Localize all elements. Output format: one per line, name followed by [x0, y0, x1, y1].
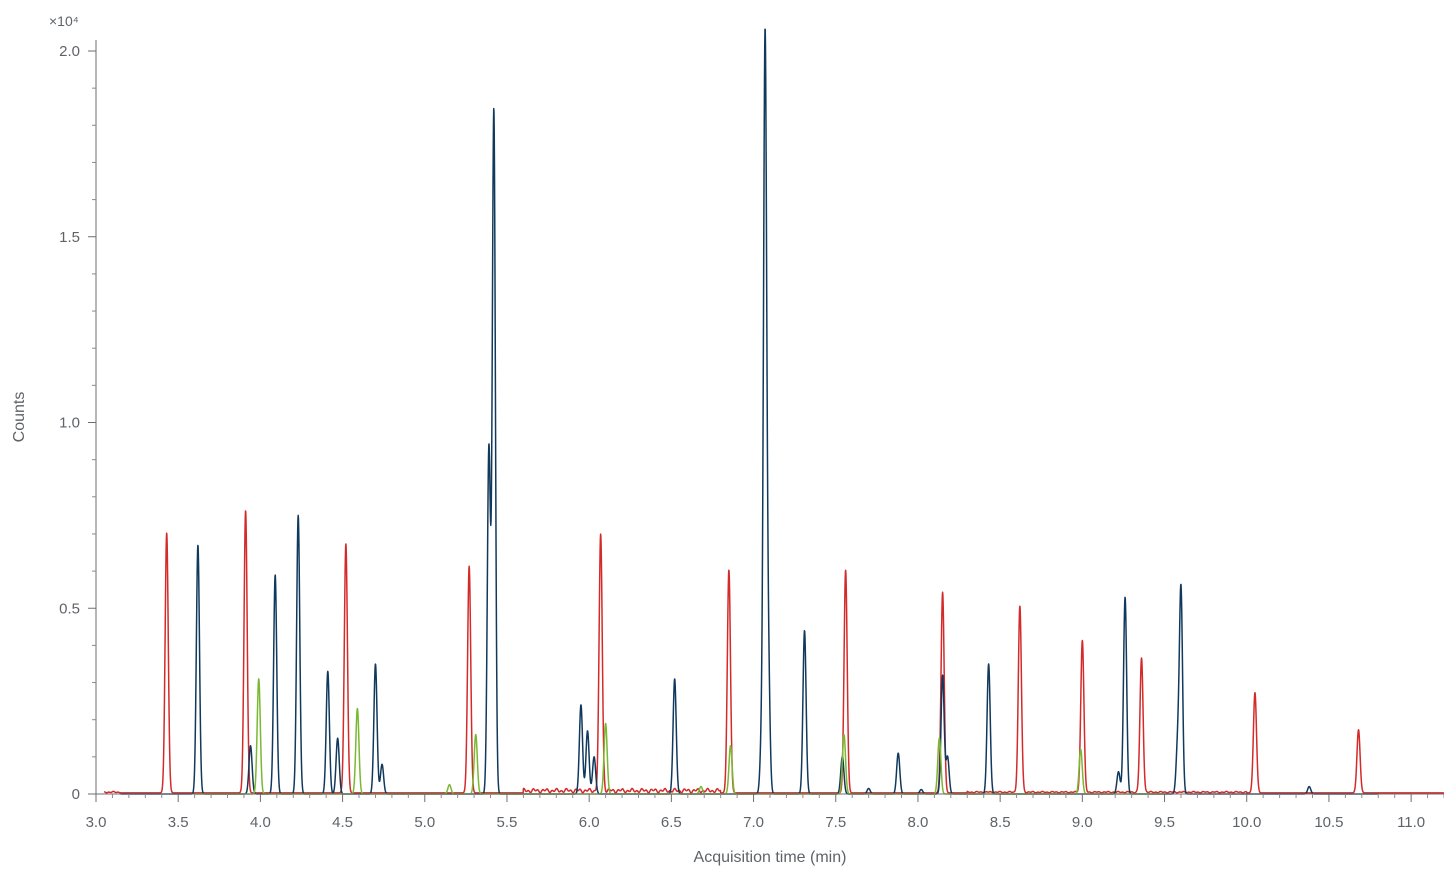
y-tick-label: 1.0 — [59, 415, 80, 432]
series-line-1 — [103, 510, 1444, 794]
x-tick-label: 5.0 — [414, 814, 435, 831]
series-traces — [103, 28, 1444, 795]
x-tick-label: 11.0 — [1397, 814, 1425, 831]
x-axis-ticks: 3.0 3.5 4.0 4.5 5.0 5.5 6.0 6.5 7.0 7.5 8.0 8.5 9.0 9… — [86, 794, 1444, 831]
y-tick-label: 1.5 — [59, 229, 80, 246]
x-tick-label: 8.0 — [908, 814, 929, 831]
x-tick-label: 4.0 — [250, 814, 271, 831]
x-tick-label: 6.0 — [579, 814, 600, 831]
y-tick-label: 0 — [72, 786, 80, 803]
x-tick-label: 3.0 — [86, 814, 107, 831]
y-axis-ticks: 0 0.5 1.0 1.5 2.0 — [59, 43, 96, 803]
x-tick-label: 9.5 — [1154, 814, 1175, 831]
x-tick-label: 6.5 — [661, 814, 682, 831]
x-tick-label: 5.5 — [497, 814, 518, 831]
x-tick-label: 9.0 — [1072, 814, 1093, 831]
y-tick-label: 0.5 — [59, 600, 80, 617]
x-tick-label: 10.0 — [1232, 814, 1261, 831]
x-tick-label: 7.0 — [743, 814, 764, 831]
x-tick-label: 4.5 — [332, 814, 353, 831]
x-axis-title: Acquisition time (min) — [694, 849, 847, 866]
y-tick-label: 2.0 — [59, 43, 80, 60]
x-tick-label: 10.5 — [1314, 814, 1343, 831]
axes: 0 0.5 1.0 1.5 2.0 3.0 3.5 4.0 4.5 5.0 5.5 6.0 6.5 7.… — [59, 40, 1444, 831]
y-axis-multiplier: ×10⁴ — [49, 13, 79, 29]
series-line-2 — [120, 28, 1379, 795]
x-tick-label: 8.5 — [990, 814, 1011, 831]
y-axis-title: Counts — [11, 392, 28, 443]
x-tick-label: 7.5 — [825, 814, 846, 831]
x-tick-label: 3.5 — [168, 814, 189, 831]
